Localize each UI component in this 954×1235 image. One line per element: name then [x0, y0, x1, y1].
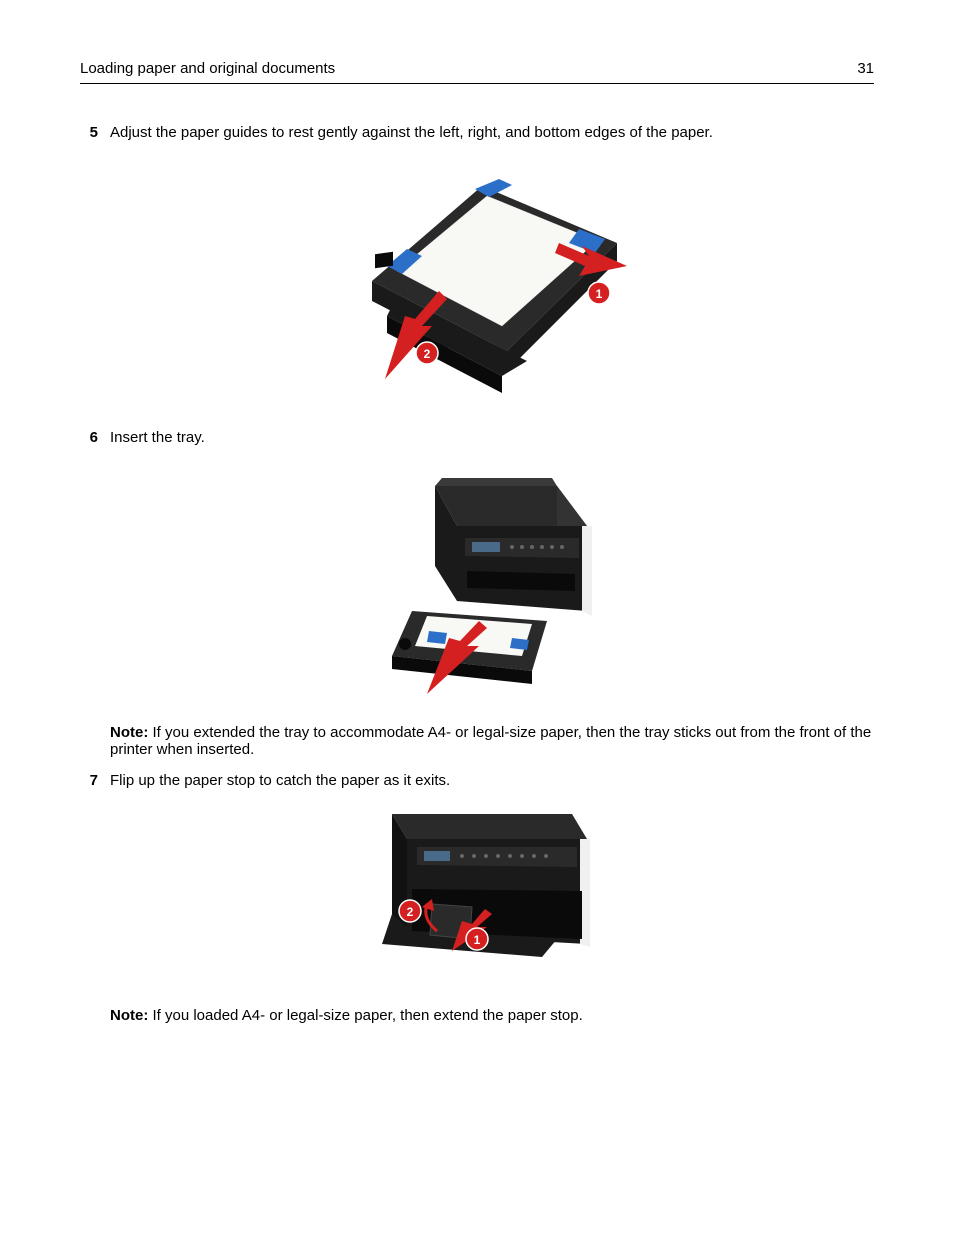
callout-1b: 1 — [474, 933, 481, 947]
printer-insert-illustration — [357, 466, 597, 696]
step-5-text: Adjust the paper guides to rest gently a… — [110, 124, 874, 141]
figure-insert-tray — [80, 466, 874, 696]
step-6-text: Insert the tray. — [110, 429, 874, 446]
step-7: 7 Flip up the paper stop to catch the pa… — [80, 772, 874, 789]
note-label-2: Note: — [110, 1007, 148, 1024]
note-text-2: If you loaded A4‑ or legal-size paper, t… — [148, 1007, 582, 1024]
callout-2: 2 — [424, 347, 431, 361]
page-number: 31 — [857, 60, 874, 77]
step-6-note: Note: If you extended the tray to accomm… — [110, 724, 874, 758]
step-6-number: 6 — [80, 429, 110, 446]
callout-1: 1 — [596, 287, 603, 301]
note-label: Note: — [110, 724, 148, 741]
step-7-note: Note: If you loaded A4‑ or legal-size pa… — [110, 1007, 874, 1024]
step-7-number: 7 — [80, 772, 110, 789]
step-5: 5 Adjust the paper guides to rest gently… — [80, 124, 874, 141]
note-text: If you extended the tray to accommodate … — [110, 724, 871, 758]
step-6: 6 Insert the tray. — [80, 429, 874, 446]
step-7-text: Flip up the paper stop to catch the pape… — [110, 772, 874, 789]
figure-paper-stop: 2 1 — [80, 809, 874, 979]
header-title: Loading paper and original documents — [80, 60, 335, 77]
page-header: Loading paper and original documents 31 — [80, 60, 874, 84]
figure-paper-tray: 1 2 — [80, 161, 874, 401]
step-5-number: 5 — [80, 124, 110, 141]
callout-2b: 2 — [407, 905, 414, 919]
paper-stop-illustration: 2 1 — [362, 809, 592, 979]
tray-illustration: 1 2 — [327, 161, 627, 401]
